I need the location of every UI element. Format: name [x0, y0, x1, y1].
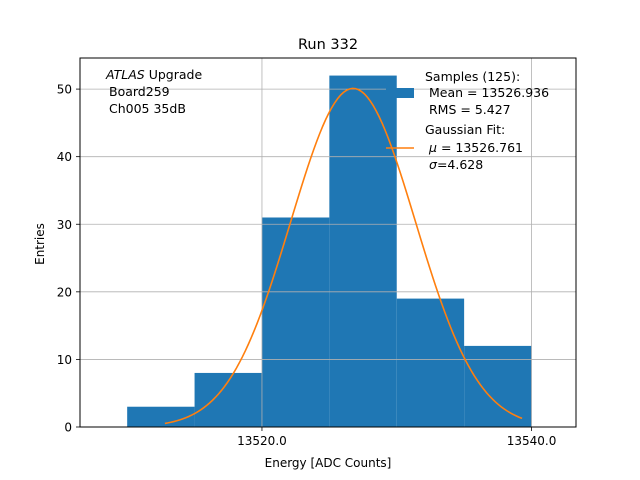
- atlas-label: ATLAS: [105, 67, 145, 82]
- mu-symbol: μ: [428, 140, 437, 155]
- legend: Samples (125): Mean = 13526.936 RMS = 5.…: [386, 69, 549, 172]
- legend-fit-title: Gaussian Fit:: [425, 122, 505, 137]
- annotation-line-3: Ch005 35dB: [109, 101, 186, 116]
- annotation-line-1: ATLAS Upgrade: [105, 67, 202, 82]
- y-axis-label: Entries: [33, 223, 47, 265]
- y-tick-label-4: 40: [57, 150, 72, 164]
- histogram-bar-3: [329, 75, 397, 428]
- chart-title: Run 332: [298, 37, 358, 53]
- legend-samples-title: Samples (125):: [425, 69, 520, 84]
- x-axis-ticks: 13520.0 13540.0: [237, 427, 556, 448]
- histogram-bar-5: [464, 345, 532, 427]
- x-axis-label: Energy [ADC Counts]: [265, 456, 392, 470]
- y-tick-label-1: 10: [57, 353, 72, 367]
- x-tick-label-0: 13520.0: [237, 434, 287, 448]
- y-tick-label-5: 50: [57, 83, 72, 97]
- legend-bar-swatch: [386, 88, 414, 98]
- legend-samples-rms: RMS = 5.427: [429, 102, 511, 117]
- y-axis-ticks: 0 10 20 30 40 50: [57, 83, 80, 435]
- gaussian-fit-curve: [164, 87, 523, 425]
- histogram-bar-4: [396, 298, 465, 427]
- annotation-upgrade-text: Upgrade: [149, 67, 203, 82]
- y-tick-label-0: 0: [64, 421, 72, 435]
- histogram-bar-2: [261, 217, 330, 427]
- legend-fit-mu-text: = 13526.761: [441, 140, 523, 155]
- plot-frame: [79, 57, 577, 428]
- x-tick-label-1: 13540.0: [507, 434, 557, 448]
- y-tick-label-3: 30: [57, 218, 72, 232]
- sigma-symbol: σ: [429, 157, 438, 172]
- legend-fit-sigma-text: =4.628: [437, 157, 483, 172]
- histogram-bar-0: [127, 406, 195, 427]
- atlas-annotation: ATLAS Upgrade Board259 Ch005 35dB: [105, 67, 202, 116]
- y-tick-label-2: 20: [57, 285, 72, 299]
- legend-fit-mu: μ = 13526.761: [428, 140, 523, 155]
- legend-samples-mean: Mean = 13526.936: [429, 85, 549, 100]
- annotation-line-2: Board259: [109, 84, 170, 99]
- grid-lines: [80, 58, 576, 427]
- legend-fit-sigma: σ=4.628: [429, 157, 483, 172]
